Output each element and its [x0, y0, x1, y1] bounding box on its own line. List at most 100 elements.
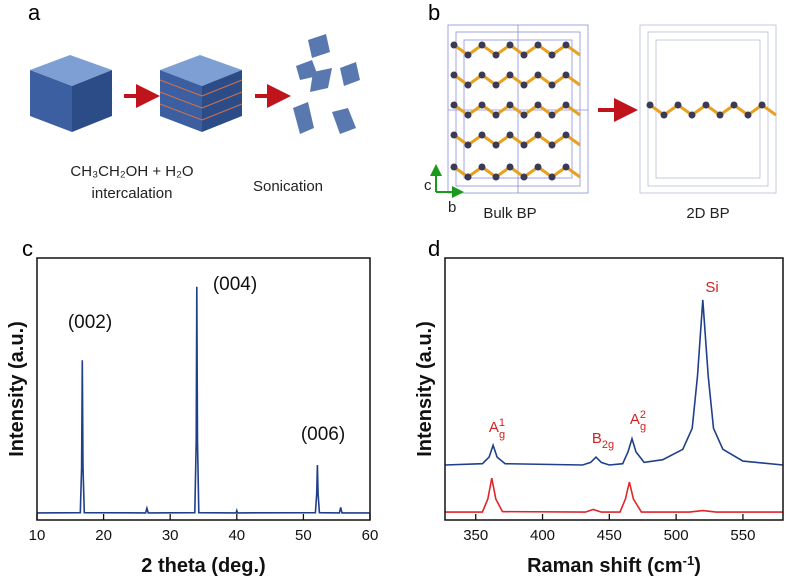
peak-label-part: Si	[705, 279, 718, 296]
peak-label: (004)	[213, 274, 257, 295]
atom	[520, 173, 528, 181]
peak-label-sup: 2	[640, 409, 646, 421]
atom	[534, 71, 542, 79]
peak-label-part: A	[630, 411, 640, 428]
intercalated-stack	[159, 55, 243, 132]
atom	[506, 163, 514, 171]
peak-label-part: A	[489, 419, 499, 436]
x-tick-label: 500	[664, 527, 689, 544]
spectrum-line	[445, 477, 783, 513]
atoms	[646, 101, 777, 119]
x-axis-label-part: Raman shift (cm	[527, 555, 683, 577]
atom	[548, 81, 556, 89]
atom	[464, 173, 472, 181]
atom	[548, 141, 556, 149]
axis-label: b	[448, 199, 456, 216]
x-tick-label: 400	[530, 527, 555, 544]
atom	[520, 141, 528, 149]
peak-label: B2g	[592, 430, 614, 451]
atom	[464, 141, 472, 149]
x-tick-label: 550	[730, 527, 755, 544]
peak-label-sup: 1	[499, 417, 505, 429]
peak-label-part: B	[592, 430, 602, 447]
caption: Bulk BP	[483, 205, 536, 222]
caption: CH₃CH₂OH + H₂O	[70, 163, 193, 180]
panel-label: a	[28, 0, 41, 25]
atoms	[450, 41, 581, 181]
atom	[534, 163, 542, 171]
atom	[562, 101, 570, 109]
peak-label: A1 g	[489, 417, 505, 441]
caption: intercalation	[92, 185, 173, 202]
atom	[562, 71, 570, 79]
x-axis-label-part: -1	[683, 553, 695, 568]
atom	[534, 101, 542, 109]
atom	[548, 173, 556, 181]
atom	[492, 141, 500, 149]
bulk-stack	[30, 55, 112, 132]
atom	[520, 81, 528, 89]
atom	[520, 51, 528, 59]
plot-frame	[444, 257, 784, 521]
atom	[464, 81, 472, 89]
peak-label-sub: 2g	[602, 439, 614, 451]
atom	[450, 163, 458, 171]
atom	[464, 51, 472, 59]
atom	[688, 111, 696, 119]
y-axis-label: Intensity (a.u.)	[414, 321, 436, 457]
peak-label: Si	[705, 279, 718, 296]
peak-label: (006)	[301, 424, 345, 445]
panel-label: b	[428, 0, 440, 25]
atom	[660, 111, 668, 119]
atom	[506, 41, 514, 49]
peak-label-sub: g	[640, 421, 646, 433]
atom	[478, 163, 486, 171]
x-tick-label: 60	[362, 527, 379, 544]
atom	[464, 111, 472, 119]
x-tick-label: 350	[463, 527, 488, 544]
atom	[492, 111, 500, 119]
atom	[478, 101, 486, 109]
atom	[548, 51, 556, 59]
atom	[520, 111, 528, 119]
atom	[506, 71, 514, 79]
atom	[702, 101, 710, 109]
atom	[478, 41, 486, 49]
caption: Sonication	[253, 178, 323, 195]
atom	[548, 111, 556, 119]
atom	[716, 111, 724, 119]
peak-label: A2 g	[630, 409, 646, 433]
x-tick-label: 10	[29, 527, 46, 544]
atom	[450, 101, 458, 109]
atom	[450, 71, 458, 79]
atom	[478, 71, 486, 79]
atom	[492, 81, 500, 89]
peak-label-sub: g	[499, 429, 505, 441]
atom	[562, 163, 570, 171]
panel-label: d	[428, 236, 440, 261]
x-axis-label: Raman shift (cm-1)	[527, 553, 701, 578]
plot-frame	[36, 257, 371, 521]
x-tick-label: 30	[162, 527, 179, 544]
x-tick-label: 50	[295, 527, 312, 544]
panel-label: c	[22, 236, 33, 261]
atom	[534, 41, 542, 49]
atom	[506, 131, 514, 139]
flakes	[293, 34, 360, 134]
peak-label: (002)	[68, 312, 112, 333]
x-tick-label: 20	[95, 527, 112, 544]
caption: 2D BP	[686, 205, 729, 222]
atom	[758, 101, 766, 109]
atom	[744, 111, 752, 119]
x-axis-label-part: )	[694, 555, 701, 577]
x-axis-label: 2 theta (deg.)	[141, 555, 265, 577]
atom	[478, 131, 486, 139]
atom	[646, 101, 654, 109]
atom	[450, 131, 458, 139]
axis-label: c	[424, 177, 432, 194]
x-tick-label: 40	[228, 527, 245, 544]
atom	[562, 131, 570, 139]
atom	[506, 101, 514, 109]
spectrum-line	[36, 286, 370, 514]
